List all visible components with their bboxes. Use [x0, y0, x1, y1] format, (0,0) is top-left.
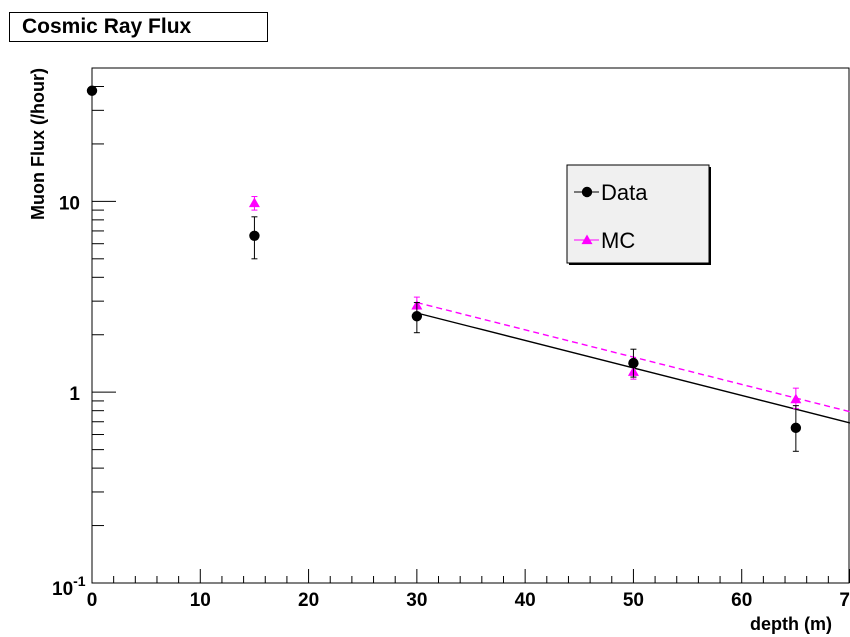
legend: Data MC	[566, 164, 711, 265]
data-point-data	[628, 357, 639, 369]
x-tick-label: 40	[515, 590, 536, 611]
legend-label-mc: MC	[601, 228, 635, 253]
legend-marker-mc	[581, 234, 593, 245]
x-tick-label: 20	[298, 590, 319, 611]
legend-box	[566, 164, 710, 264]
y-tick-label: 10-1	[52, 573, 86, 600]
data-point-mc	[790, 393, 802, 404]
y-tick-label: 1	[69, 384, 80, 405]
x-axis-title: depth (m)	[750, 614, 832, 634]
plot-border	[91, 67, 850, 584]
data-points	[86, 85, 802, 452]
data-point-data	[86, 85, 98, 96]
y-tick-label: 10	[59, 193, 80, 214]
x-tick-label: 60	[731, 590, 752, 611]
x-tick-label: 30	[406, 590, 427, 611]
data-point-data	[249, 230, 260, 242]
data-point-data	[411, 311, 423, 322]
legend-marker-data	[581, 186, 593, 198]
y-tick-exponent: -1	[73, 573, 86, 589]
plot-frame	[91, 67, 850, 584]
legend-label-data: Data	[601, 180, 648, 205]
data-point-data	[790, 422, 802, 434]
axes: 0 10 20 30 40 50 60 70 10-1 1 10 depth (m) Muon Flux…	[28, 67, 850, 634]
data-point-mc	[248, 197, 260, 208]
x-tick-label: 0	[87, 590, 98, 611]
y-axis-title: Muon Flux (/hour)	[28, 68, 48, 220]
x-tick-label: 70	[839, 590, 850, 611]
x-tick-label: 10	[190, 590, 211, 611]
x-tick-label: 50	[623, 590, 644, 611]
chart-title: Cosmic Ray Flux	[9, 12, 268, 42]
